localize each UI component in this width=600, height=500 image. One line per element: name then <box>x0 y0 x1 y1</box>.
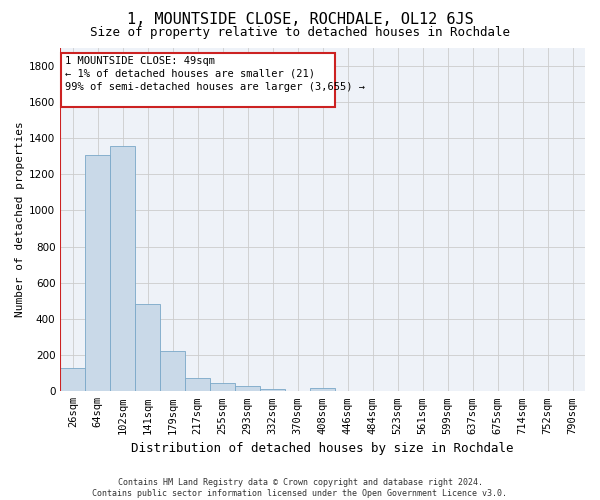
Bar <box>135 304 160 392</box>
FancyBboxPatch shape <box>61 53 335 107</box>
Text: Contains HM Land Registry data © Crown copyright and database right 2024.
Contai: Contains HM Land Registry data © Crown c… <box>92 478 508 498</box>
Bar <box>210 383 235 392</box>
Bar <box>160 350 185 392</box>
Text: 1, MOUNTSIDE CLOSE, ROCHDALE, OL12 6JS: 1, MOUNTSIDE CLOSE, ROCHDALE, OL12 6JS <box>127 12 473 28</box>
Text: 1 MOUNTSIDE CLOSE: 49sqm
← 1% of detached houses are smaller (21)
99% of semi-de: 1 MOUNTSIDE CLOSE: 49sqm ← 1% of detache… <box>65 56 365 92</box>
Bar <box>85 155 110 392</box>
Bar <box>310 388 335 392</box>
X-axis label: Distribution of detached houses by size in Rochdale: Distribution of detached houses by size … <box>131 442 514 455</box>
Y-axis label: Number of detached properties: Number of detached properties <box>15 122 25 318</box>
Bar <box>260 388 285 392</box>
Bar <box>60 368 85 392</box>
Text: Size of property relative to detached houses in Rochdale: Size of property relative to detached ho… <box>90 26 510 39</box>
Bar <box>110 146 135 392</box>
Bar <box>185 378 210 392</box>
Bar <box>235 386 260 392</box>
